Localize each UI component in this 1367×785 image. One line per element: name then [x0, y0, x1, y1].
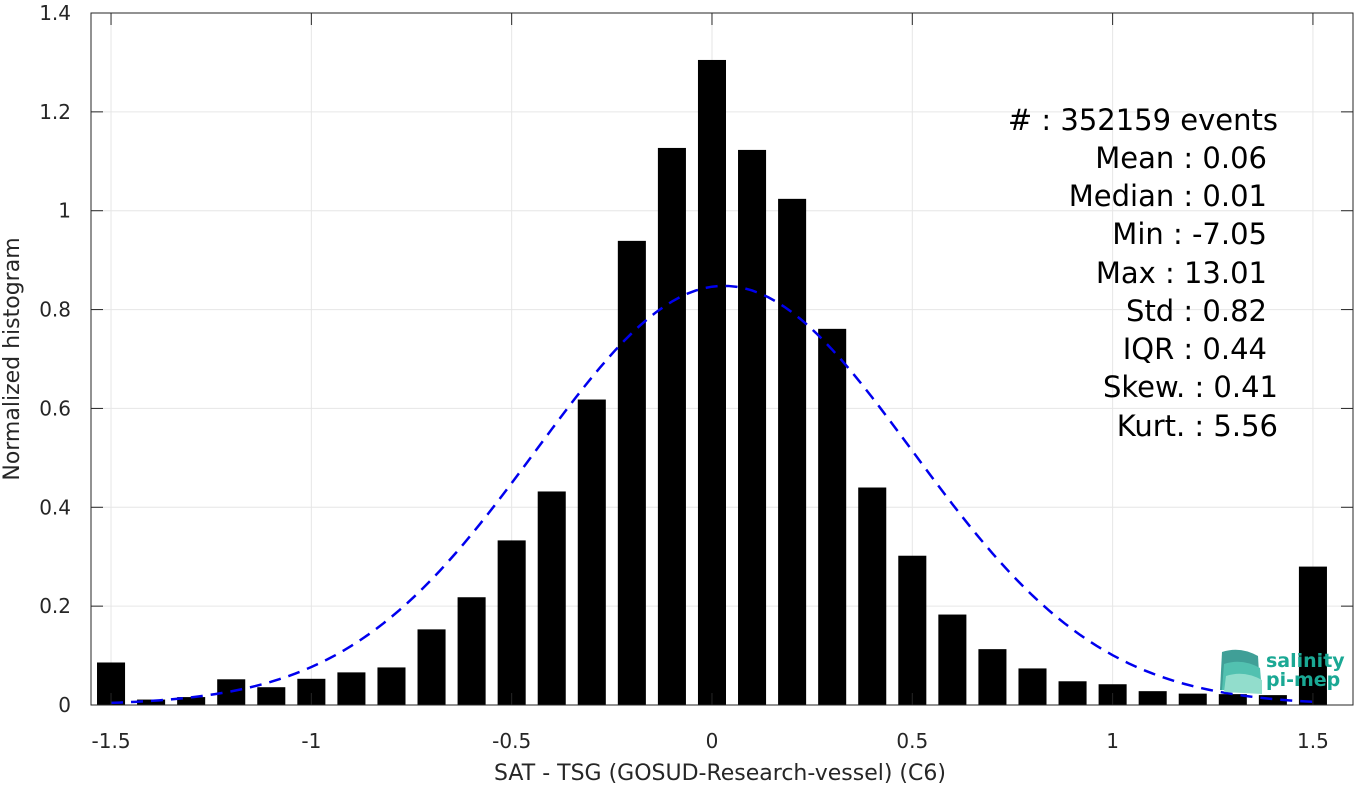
- stat-events: # : 352159 events: [1008, 103, 1278, 137]
- y-tick-label: 0: [58, 693, 71, 717]
- x-tick-label: 0.5: [896, 729, 928, 753]
- histogram-bar: [417, 629, 446, 705]
- y-axis-tick-labels: 0 0.2 0.4 0.6 0.8 1 1.2 1.4: [39, 1, 71, 717]
- x-tick-label: 0: [706, 729, 719, 753]
- x-axis-label: SAT - TSG (GOSUD-Research-vessel) (C6): [494, 761, 946, 785]
- histogram-bar: [858, 487, 887, 705]
- histogram-bar: [978, 649, 1007, 705]
- stat-max: Max : 13.01: [1096, 256, 1267, 290]
- stat-skew: Skew. : 0.41: [1103, 370, 1278, 404]
- histogram-bar: [457, 597, 486, 705]
- stat-iqr: IQR : 0.44: [1123, 332, 1267, 366]
- histogram-bar: [1178, 693, 1207, 705]
- logo-wave-icon: [1220, 649, 1262, 694]
- y-tick-label: 1.4: [39, 1, 71, 25]
- y-tick-label: 1: [58, 199, 71, 223]
- histogram-bar: [818, 328, 847, 705]
- y-tick-label: 1.2: [39, 100, 71, 124]
- y-tick-label: 0.6: [39, 396, 71, 420]
- histogram-bar: [1258, 695, 1287, 705]
- histogram-bar: [898, 555, 927, 705]
- y-tick-label: 0.4: [39, 495, 71, 519]
- histogram-bar: [537, 491, 566, 705]
- stat-kurt: Kurt. : 5.56: [1117, 409, 1278, 443]
- stat-min: Min : -7.05: [1112, 217, 1267, 251]
- stat-std: Std : 0.82: [1126, 294, 1267, 328]
- histogram-bar: [1018, 668, 1047, 705]
- histogram-bar: [577, 399, 606, 705]
- stat-median: Median : 0.01: [1069, 179, 1267, 213]
- x-tick-label: 1: [1106, 729, 1119, 753]
- histogram-bar: [1138, 691, 1167, 705]
- histogram-bars: [97, 59, 1327, 706]
- statistics-box: # : 352159 events Mean : 0.06 Median : 0…: [1008, 103, 1278, 443]
- salinity-pi-mep-logo: salinity pi-mep: [1220, 649, 1345, 694]
- histogram-bar: [497, 540, 526, 705]
- histogram-bar: [377, 667, 406, 705]
- histogram-bar: [617, 240, 646, 705]
- logo-text-pi-mep: pi-mep: [1266, 669, 1340, 691]
- histogram-bar: [938, 614, 967, 705]
- logo-text-salinity: salinity: [1266, 650, 1345, 672]
- histogram-bar: [1298, 566, 1327, 705]
- stat-mean: Mean : 0.06: [1095, 141, 1267, 175]
- x-tick-label: -1: [301, 729, 321, 753]
- histogram-bar: [177, 697, 206, 705]
- axis-ticks: [91, 12, 1353, 706]
- y-tick-label: 0.8: [39, 298, 71, 322]
- histogram-bar: [1058, 681, 1087, 705]
- histogram-bar: [137, 699, 166, 705]
- gaussian-fit-curve: [110, 284, 1314, 705]
- histogram-bar: [257, 687, 286, 705]
- histogram-bar: [1218, 694, 1247, 705]
- histogram-bar: [738, 149, 767, 706]
- y-axis-label: Normalized histogram: [0, 237, 25, 480]
- x-axis-tick-labels: -1.5 -1 -0.5 0 0.5 1 1.5: [92, 729, 1329, 753]
- histogram-bar: [697, 59, 727, 705]
- histogram-bar: [778, 198, 807, 705]
- plot-frame: [90, 12, 1354, 706]
- histogram-bar: [337, 672, 366, 705]
- y-tick-label: 0.2: [39, 594, 71, 618]
- x-tick-label: 1.5: [1297, 729, 1329, 753]
- x-tick-label: -0.5: [492, 729, 531, 753]
- histogram-bar: [657, 147, 686, 705]
- x-tick-label: -1.5: [92, 729, 131, 753]
